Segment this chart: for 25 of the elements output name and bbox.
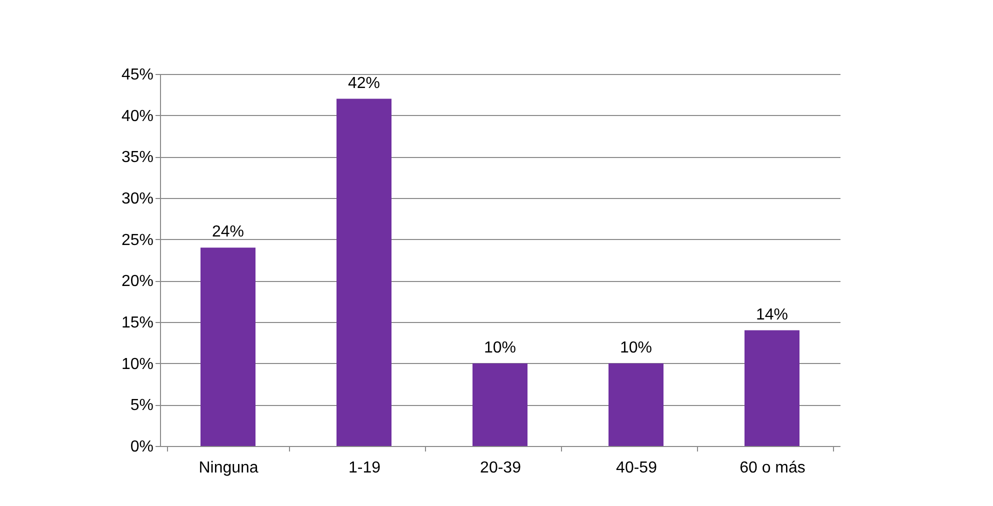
data-label: 10% [620, 339, 652, 356]
data-label: 14% [756, 306, 788, 324]
bar [472, 363, 528, 446]
x-tick-label: 1-19 [348, 460, 381, 476]
y-tick-label: 35% [121, 149, 154, 166]
y-tick-label: 40% [121, 108, 154, 125]
y-tick-label: 15% [121, 314, 154, 332]
y-tick-label: 20% [121, 273, 154, 290]
y-tick-label: 30% [121, 190, 154, 208]
data-label: 42% [348, 74, 380, 92]
bar [608, 363, 664, 446]
bar [200, 248, 256, 446]
y-tick-label: 10% [121, 356, 154, 373]
bar [744, 330, 800, 446]
x-tick-label: Ninguna [198, 460, 258, 476]
data-label: 24% [212, 224, 244, 241]
data-label: 10% [484, 339, 516, 356]
bar [336, 98, 392, 446]
x-tick-label: 60 o más [740, 460, 806, 476]
y-tick-label: 0% [130, 438, 154, 456]
y-tick-label: 25% [121, 232, 154, 249]
y-tick-label: 45% [121, 66, 154, 84]
x-tick-label: 20-39 [480, 460, 522, 476]
x-tick-label: 40-59 [616, 460, 658, 476]
y-tick-label: 5% [130, 397, 154, 414]
